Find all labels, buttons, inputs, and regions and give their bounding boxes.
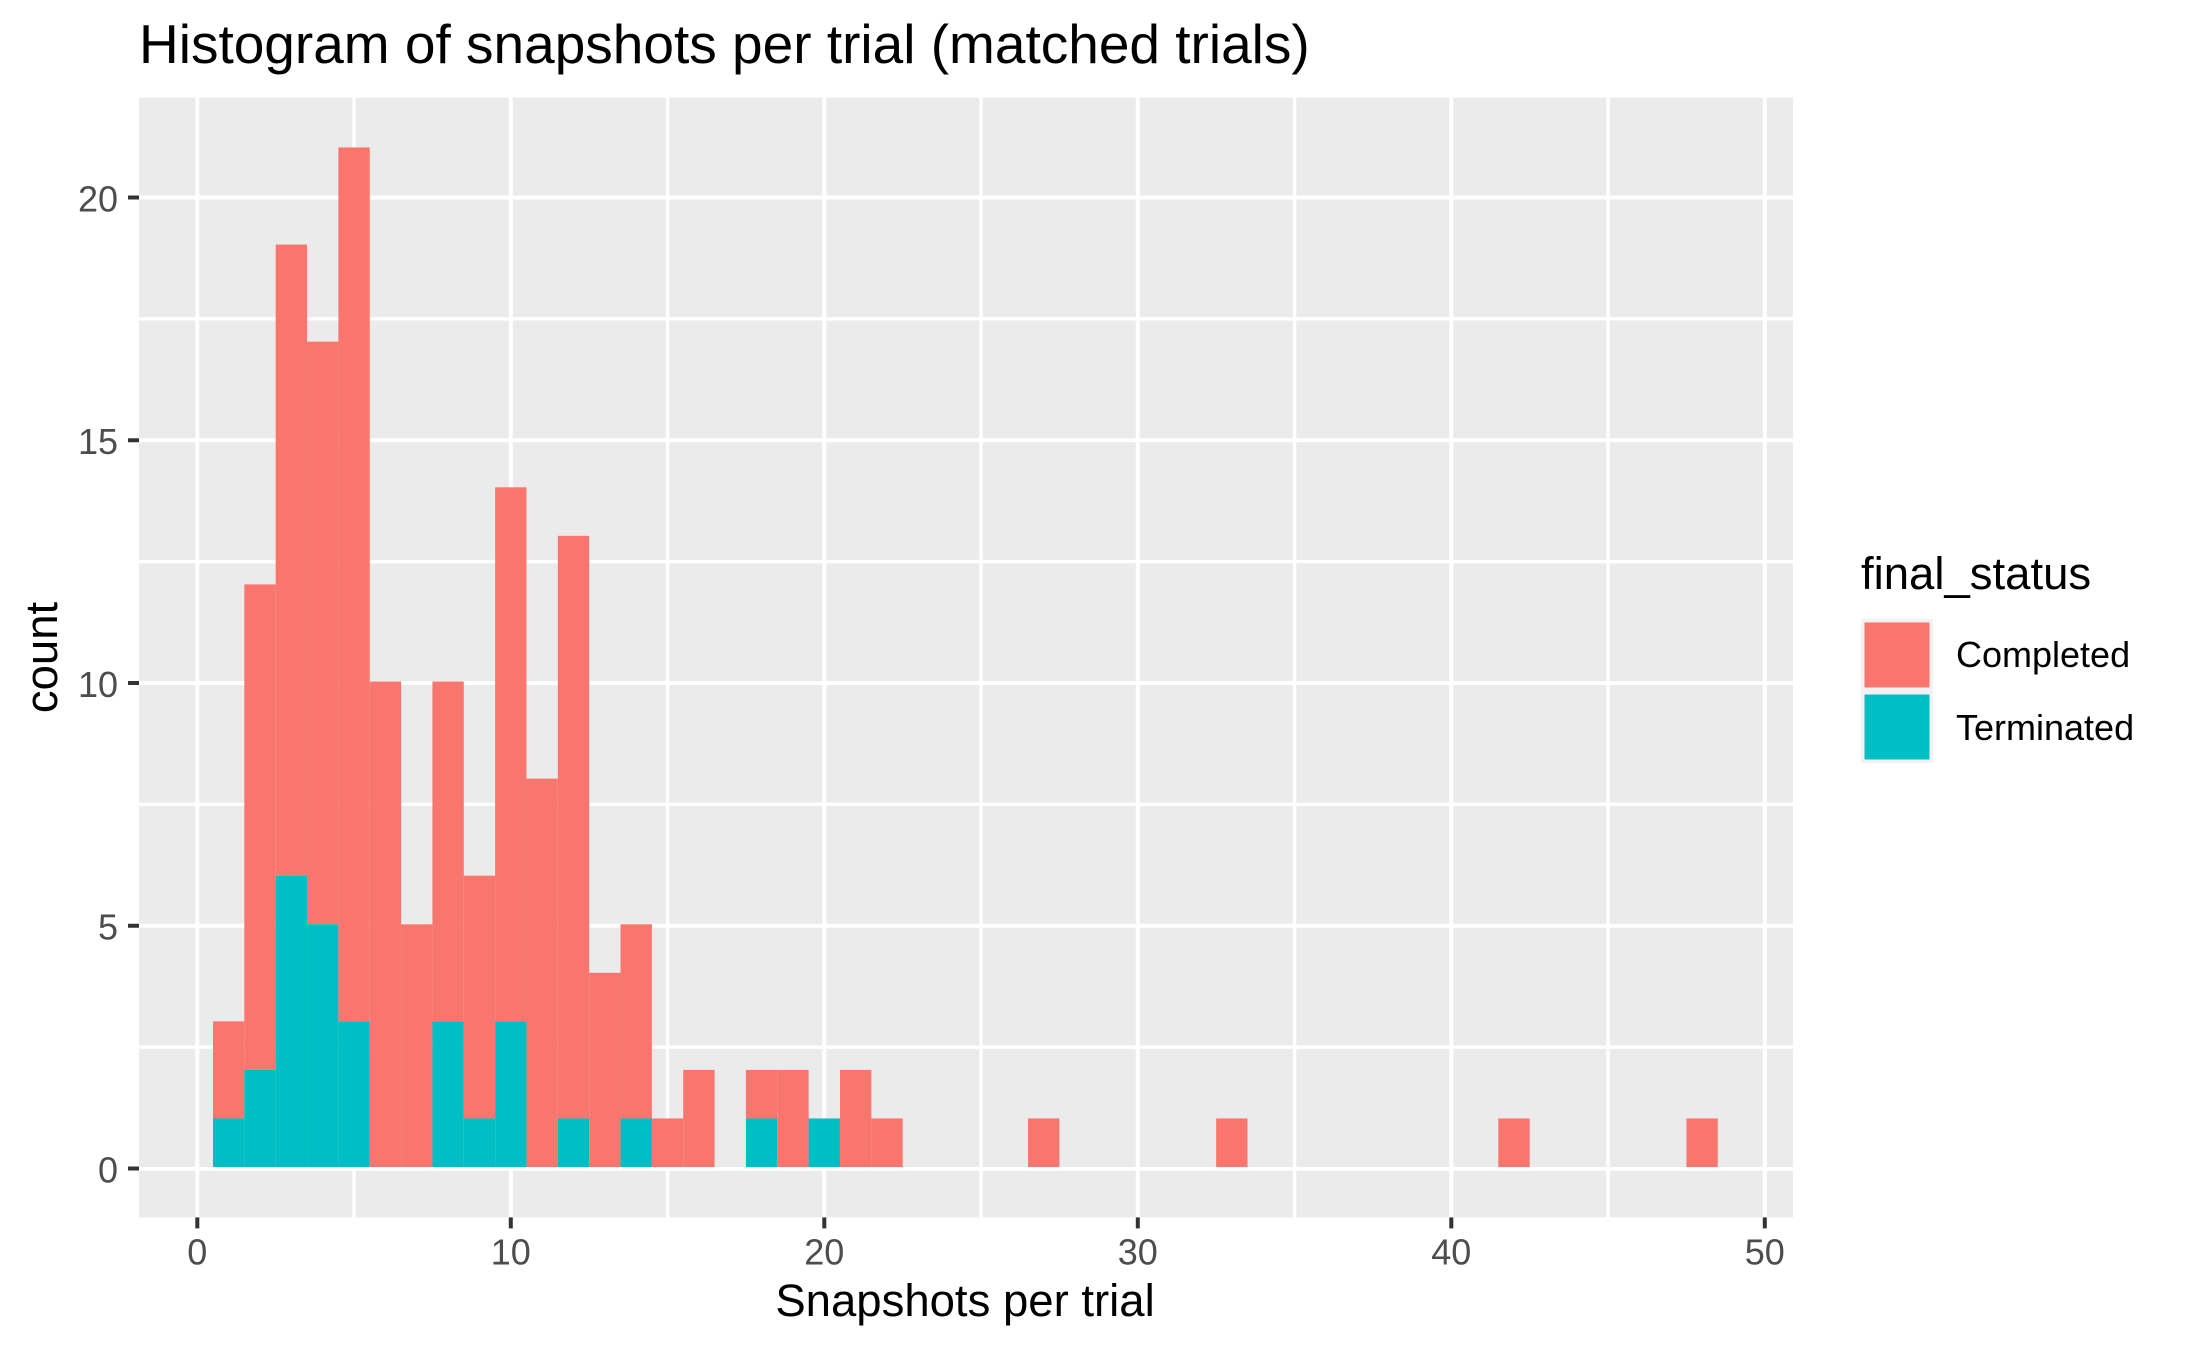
svg-text:30: 30 [1118,1232,1158,1273]
svg-text:10: 10 [491,1232,531,1273]
svg-text:20: 20 [804,1232,844,1273]
svg-text:5: 5 [98,907,118,948]
svg-text:40: 40 [1431,1232,1471,1273]
svg-text:20: 20 [78,178,118,219]
svg-text:final_status: final_status [1861,548,2091,599]
svg-text:10: 10 [78,664,118,705]
svg-text:Completed: Completed [1956,634,2130,675]
svg-text:Histogram of snapshots per tri: Histogram of snapshots per trial (matche… [139,13,1310,75]
svg-text:0: 0 [98,1149,118,1190]
svg-text:count: count [16,601,67,713]
svg-text:15: 15 [78,421,118,462]
svg-text:Snapshots per trial: Snapshots per trial [775,1275,1154,1326]
svg-text:0: 0 [187,1232,207,1273]
svg-text:50: 50 [1745,1232,1785,1273]
svg-text:Terminated: Terminated [1956,707,2134,748]
